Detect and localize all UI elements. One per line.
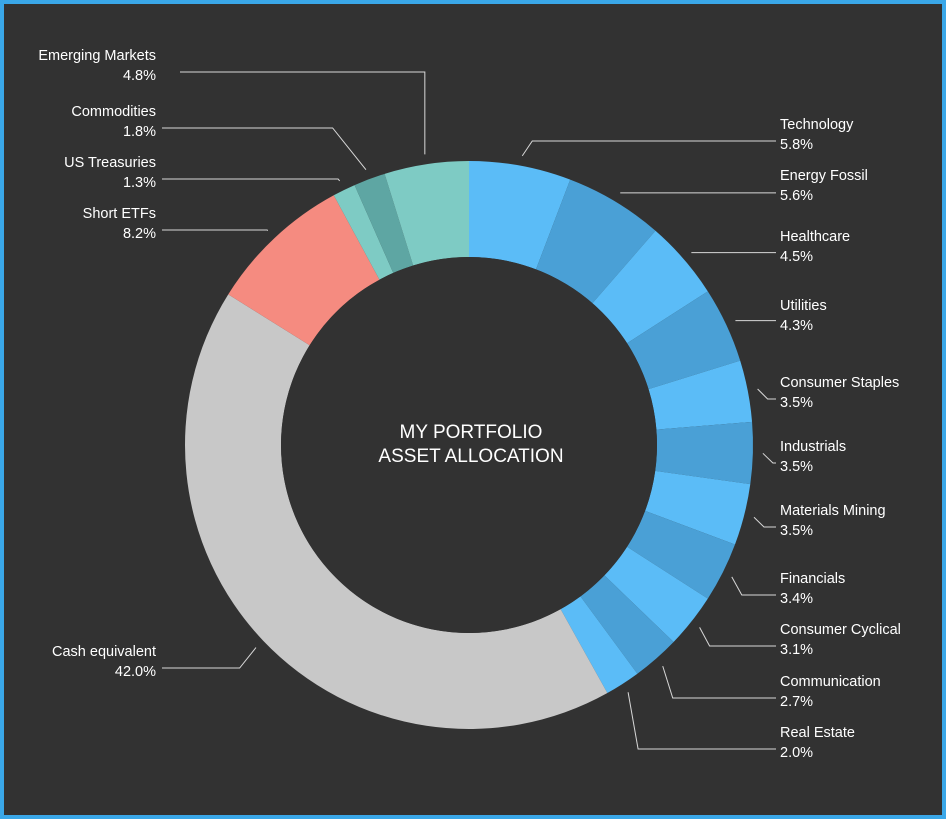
slice-value-cash-equivalent: 42.0% [115,664,156,680]
leader-line-communication [662,665,776,699]
slice-label-emerging-markets: Emerging Markets [38,48,156,64]
slice-label-industrials: Industrials [780,439,846,455]
slice-materials-mining [645,470,751,545]
slices-group [185,161,753,729]
slice-short-etfs [228,195,380,346]
slice-communication [580,575,674,674]
slice-label-consumer-staples: Consumer Staples [780,375,899,391]
chart-title-line-2: ASSET ALLOCATION [378,446,563,467]
slice-label-real-estate: Real Estate [780,725,855,741]
leader-line-materials-mining [753,516,776,528]
slice-consumer-cyclical [604,546,708,642]
leader-line-emerging-markets [180,71,426,155]
donut-chart: Technology 5.8% Energy Fossil 5.6% Healthcar… [38,48,901,761]
slice-value-real-estate: 2.0% [780,745,813,761]
slice-value-consumer-staples: 3.5% [780,395,813,411]
slice-value-materials-mining: 3.5% [780,523,813,539]
slice-healthcare [592,230,708,344]
slice-commodities [354,173,414,273]
slice-label-technology: Technology [780,117,854,133]
slice-cash-equivalent [185,294,608,729]
slice-labels-group: Technology 5.8% Energy Fossil 5.6% Healthcar… [38,48,901,761]
slice-value-healthcare: 4.5% [780,249,813,265]
slice-label-energy-fossil: Energy Fossil [780,168,868,184]
slice-value-utilities: 4.3% [780,318,813,334]
slice-label-short-etfs: Short ETFs [83,206,156,222]
slice-consumer-staples [648,360,753,430]
slice-label-financials: Financials [780,571,845,587]
slice-label-us-treasuries: US Treasuries [64,155,156,171]
slice-real-estate [560,596,638,694]
slice-label-cash-equivalent: Cash equivalent [52,644,156,660]
slice-value-commodities: 1.8% [123,124,156,140]
slice-utilities [627,291,741,390]
chart-panel: Technology 5.8% Energy Fossil 5.6% Healthcar… [4,4,942,815]
slice-value-technology: 5.8% [780,137,813,153]
slice-value-industrials: 3.5% [780,459,813,475]
slice-industrials [655,421,753,485]
leader-line-industrials [762,452,776,464]
leader-line-us-treasuries [162,178,341,182]
slice-value-consumer-cyclical: 3.1% [780,642,813,658]
slice-label-materials-mining: Materials Mining [780,503,886,519]
slice-value-communication: 2.7% [780,694,813,710]
slice-label-consumer-cyclical: Consumer Cyclical [780,622,901,638]
chart-title-line-1: MY PORTFOLIO [400,422,543,443]
slice-value-energy-fossil: 5.6% [780,188,813,204]
slice-label-communication: Communication [780,674,881,690]
leader-line-real-estate [627,692,776,750]
leader-line-consumer-cyclical [699,627,776,647]
slice-label-utilities: Utilities [780,298,827,314]
slice-label-commodities: Commodities [71,104,156,120]
slice-financials [627,510,735,599]
slice-us-treasuries [333,185,394,280]
donut-hole [281,257,657,633]
slice-value-short-etfs: 8.2% [123,226,156,242]
slice-energy-fossil [536,179,656,304]
slice-value-financials: 3.4% [780,591,813,607]
leader-line-financials [731,576,776,596]
slice-technology [469,161,571,270]
leader-line-short-etfs [162,229,269,231]
leader-line-commodities [162,127,367,170]
slice-value-us-treasuries: 1.3% [123,175,156,191]
slice-value-emerging-markets: 4.8% [123,68,156,84]
slice-emerging-markets [384,161,469,266]
leader-line-technology [521,140,776,157]
leader-lines-group [162,71,776,750]
leader-line-cash-equivalent [162,647,257,669]
slice-label-healthcare: Healthcare [780,229,850,245]
leader-line-consumer-staples [757,388,776,400]
